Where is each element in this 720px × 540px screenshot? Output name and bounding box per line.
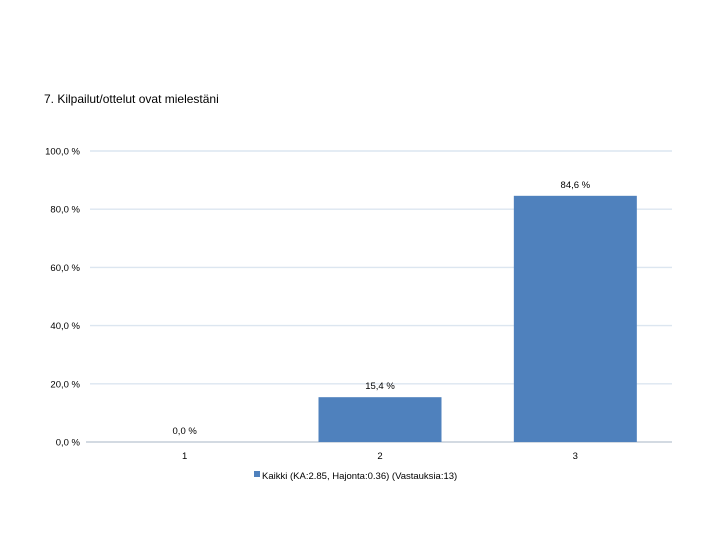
data-label: 84,6 % bbox=[561, 180, 591, 191]
y-tick-label: 100,0 % bbox=[45, 147, 80, 158]
x-tick-label: 2 bbox=[377, 451, 382, 462]
y-tick-label: 40,0 % bbox=[50, 321, 80, 332]
y-tick-label: 80,0 % bbox=[50, 205, 80, 216]
data-label: 0,0 % bbox=[173, 426, 198, 437]
x-tick-label: 1 bbox=[182, 451, 187, 462]
legend-swatch bbox=[254, 471, 260, 477]
data-label: 15,4 % bbox=[365, 381, 395, 392]
y-tick-label: 0,0 % bbox=[56, 438, 81, 449]
chart-title: 7. Kilpailut/ottelut ovat mielestäni bbox=[44, 92, 219, 106]
bar bbox=[318, 397, 442, 442]
y-tick-label: 20,0 % bbox=[50, 379, 80, 390]
y-tick-label: 60,0 % bbox=[50, 263, 80, 274]
bar bbox=[513, 195, 637, 442]
legend-label: Kaikki (KA:2.85, Hajonta:0.36) (Vastauks… bbox=[262, 471, 457, 482]
x-tick-label: 3 bbox=[573, 451, 578, 462]
